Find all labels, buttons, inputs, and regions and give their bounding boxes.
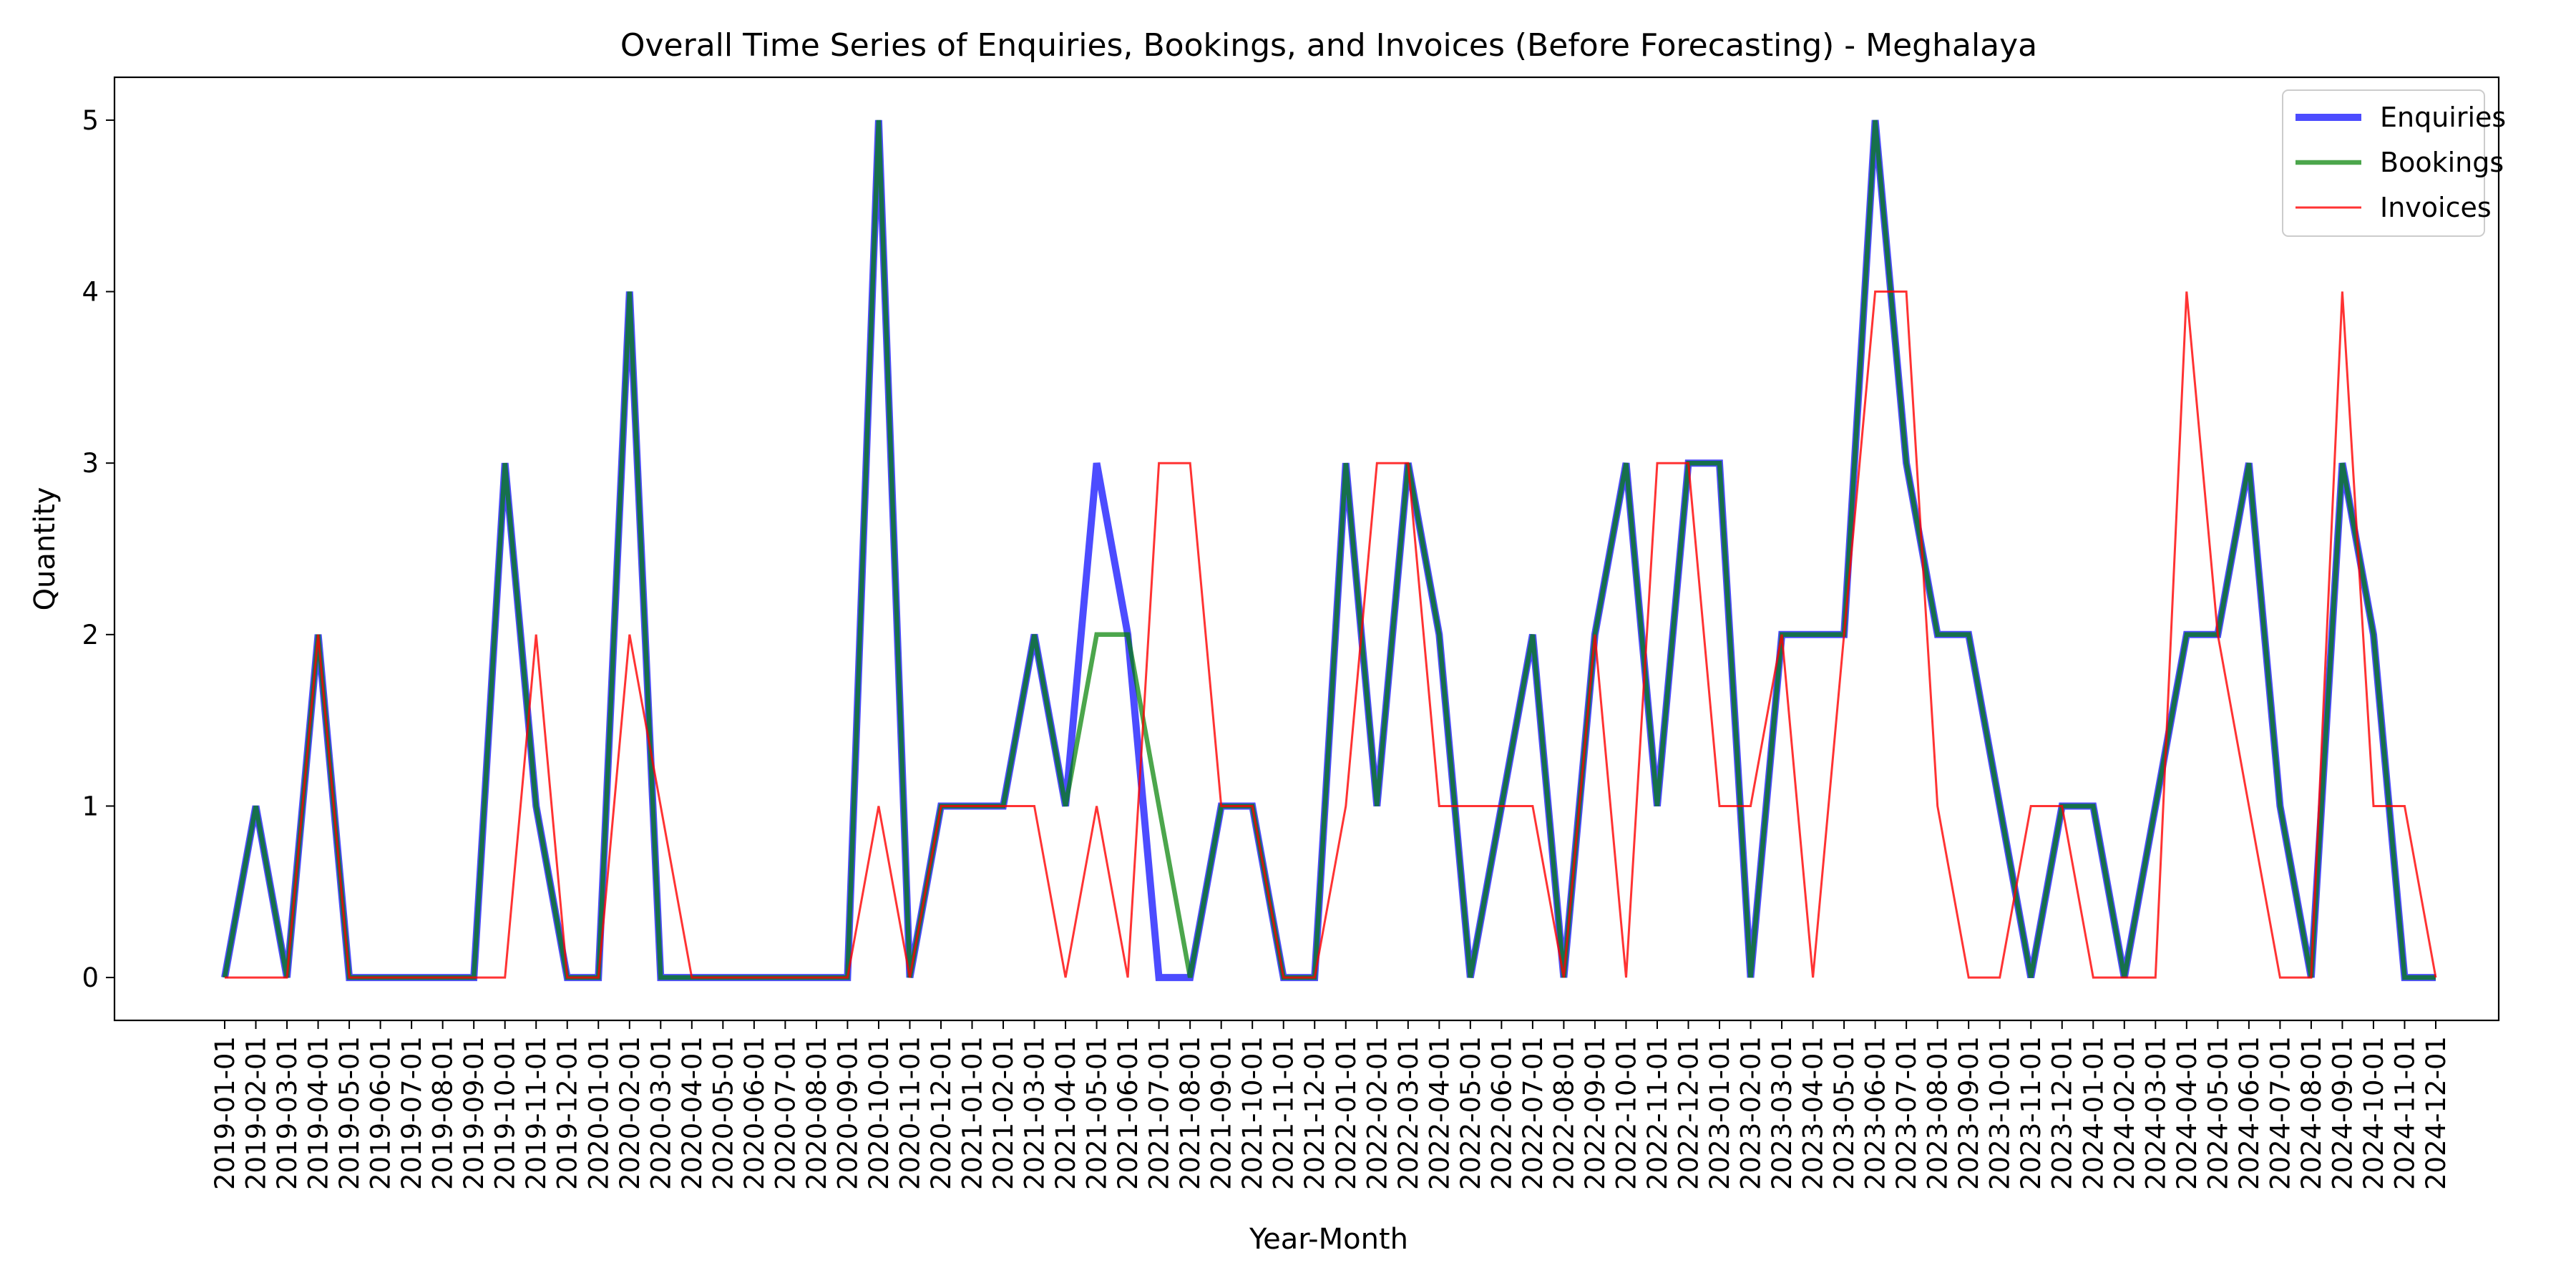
x-tick-label: 2024-11-01 — [2389, 1036, 2420, 1190]
x-tick-label: 2020-01-01 — [583, 1036, 614, 1190]
legend: Enquiries Bookings Invoices — [2282, 89, 2506, 237]
x-tick-label: 2020-02-01 — [615, 1036, 645, 1190]
x-tick-label: 2022-10-01 — [1611, 1036, 1641, 1190]
chart-title: Overall Time Series of Enquiries, Bookin… — [620, 27, 2037, 64]
x-tick-label: 2021-04-01 — [1050, 1036, 1081, 1190]
x-tick-label: 2020-03-01 — [645, 1036, 676, 1190]
x-tick-label: 2022-12-01 — [1673, 1036, 1704, 1190]
x-tick-label: 2019-02-01 — [241, 1036, 272, 1190]
x-tick-label: 2023-01-01 — [1704, 1036, 1735, 1190]
x-tick-label: 2024-04-01 — [2172, 1036, 2202, 1190]
x-tick-label: 2022-05-01 — [1455, 1036, 1486, 1190]
x-tick-label: 2019-06-01 — [366, 1036, 396, 1190]
x-tick-label: 2022-11-01 — [1642, 1036, 1673, 1190]
x-tick-label: 2023-02-01 — [1736, 1036, 1767, 1190]
x-tick-label: 2024-10-01 — [2358, 1036, 2389, 1190]
x-tick-label: 2024-06-01 — [2234, 1036, 2265, 1190]
x-tick-label: 2019-12-01 — [552, 1036, 583, 1190]
x-tick-label: 2022-09-01 — [1580, 1036, 1611, 1190]
x-tick-label: 2019-08-01 — [428, 1036, 459, 1190]
x-tick-label: 2021-07-01 — [1144, 1036, 1175, 1190]
x-tick-label: 2021-05-01 — [1082, 1036, 1113, 1190]
x-tick-label: 2023-09-01 — [1953, 1036, 1984, 1190]
legend-label-invoices: Invoices — [2380, 192, 2492, 223]
x-tick-label: 2019-03-01 — [272, 1036, 303, 1190]
x-tick-label: 2023-07-01 — [1891, 1036, 1922, 1190]
x-tick-label: 2021-08-01 — [1175, 1036, 1206, 1190]
y-axis-label: Quantity — [29, 487, 62, 611]
x-tick-label: 2022-07-01 — [1518, 1036, 1548, 1190]
legend-label-enquiries: Enquiries — [2380, 102, 2506, 133]
x-tick-label: 2020-04-01 — [677, 1036, 708, 1190]
series-line-invoices — [225, 291, 2437, 979]
x-tick-label: 2022-08-01 — [1548, 1036, 1579, 1190]
x-tick-label: 2024-08-01 — [2296, 1036, 2327, 1190]
x-tick-label: 2021-03-01 — [1020, 1036, 1050, 1190]
x-tick-label: 2021-09-01 — [1206, 1036, 1237, 1190]
x-tick-label: 2024-03-01 — [2140, 1036, 2171, 1190]
x-tick-label: 2024-07-01 — [2265, 1036, 2296, 1190]
x-axis-label: Year-Month — [1249, 1223, 1408, 1256]
x-tick-label: 2019-07-01 — [396, 1036, 427, 1190]
x-tick-label: 2019-10-01 — [490, 1036, 521, 1190]
x-tick-label: 2021-06-01 — [1113, 1036, 1143, 1190]
x-tick-label: 2020-10-01 — [864, 1036, 894, 1190]
x-tick-label: 2023-06-01 — [1860, 1036, 1891, 1190]
y-tick-label: 5 — [82, 105, 99, 136]
x-tick-label: 2024-09-01 — [2327, 1036, 2358, 1190]
x-tick-label: 2022-02-01 — [1362, 1036, 1392, 1190]
x-tick-label: 2020-09-01 — [832, 1036, 863, 1190]
x-tick-label: 2021-11-01 — [1269, 1036, 1299, 1190]
x-tick-label: 2020-05-01 — [708, 1036, 738, 1190]
x-tick-label: 2022-04-01 — [1424, 1036, 1455, 1190]
legend-box — [2282, 89, 2485, 237]
x-tick-label: 2019-09-01 — [459, 1036, 489, 1190]
x-tick-label: 2020-12-01 — [926, 1036, 957, 1190]
x-tick-label: 2020-08-01 — [801, 1036, 832, 1190]
x-tick-label: 2023-08-01 — [1923, 1036, 1953, 1190]
x-tick-label: 2023-10-01 — [1985, 1036, 2016, 1190]
x-tick-label: 2022-01-01 — [1331, 1036, 1362, 1190]
x-tick-label: 2022-06-01 — [1486, 1036, 1517, 1190]
x-tick-label: 2020-06-01 — [739, 1036, 770, 1190]
x-tick-label: 2024-05-01 — [2202, 1036, 2233, 1190]
y-tick-label: 0 — [82, 962, 99, 993]
x-tick-label: 2023-03-01 — [1767, 1036, 1797, 1190]
y-tick-label: 1 — [82, 791, 99, 821]
x-tick-label: 2021-02-01 — [988, 1036, 1019, 1190]
x-tick-label: 2019-05-01 — [334, 1036, 365, 1190]
x-tick-label: 2021-12-01 — [1299, 1036, 1330, 1190]
x-tick-label: 2022-03-01 — [1393, 1036, 1424, 1190]
x-tick-label: 2023-12-01 — [2047, 1036, 2078, 1190]
x-tick-label: 2021-10-01 — [1237, 1036, 1268, 1190]
plot-area — [113, 76, 2500, 1022]
x-tick-label: 2024-02-01 — [2109, 1036, 2140, 1190]
y-tick-label: 2 — [82, 620, 99, 650]
x-tick-label: 2021-01-01 — [957, 1036, 988, 1190]
x-tick-label: 2023-11-01 — [2016, 1036, 2046, 1190]
y-tick-label: 3 — [82, 448, 99, 479]
y-tick-label: 4 — [82, 277, 99, 308]
x-tick-label: 2023-05-01 — [1829, 1036, 1860, 1190]
x-tick-label: 2020-07-01 — [770, 1036, 801, 1190]
x-tick-label: 2023-04-01 — [1798, 1036, 1829, 1190]
x-tick-label: 2019-01-01 — [210, 1036, 240, 1190]
legend-label-bookings: Bookings — [2380, 147, 2504, 178]
x-tick-label: 2019-04-01 — [303, 1036, 334, 1190]
x-tick-label: 2020-11-01 — [894, 1036, 925, 1190]
x-tick-label: 2019-11-01 — [521, 1036, 552, 1190]
x-tick-label: 2024-01-01 — [2078, 1036, 2109, 1190]
x-tick-label: 2024-12-01 — [2421, 1036, 2451, 1190]
